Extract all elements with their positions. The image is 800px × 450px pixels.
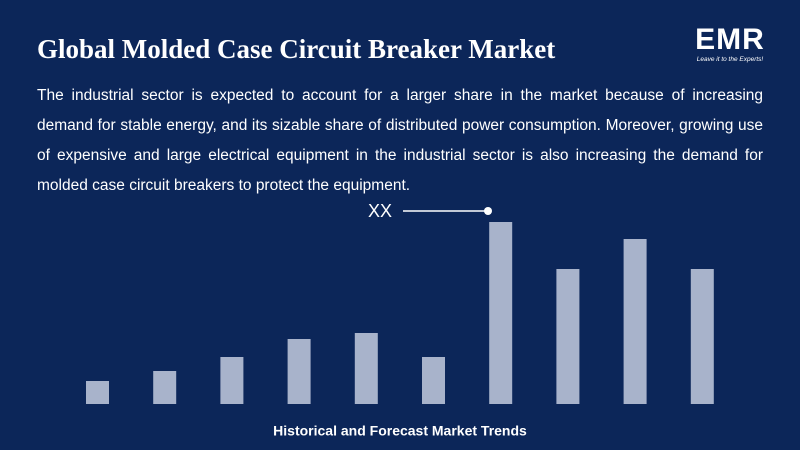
bar: [153, 371, 177, 404]
bar: [690, 269, 714, 404]
logo-text: EMR: [695, 23, 765, 56]
bar: [556, 269, 580, 404]
bar: [422, 357, 445, 404]
bar: [86, 381, 109, 404]
bar: [354, 333, 378, 404]
title: Global Molded Case Circuit Breaker Marke…: [37, 34, 556, 64]
bar: [287, 339, 311, 404]
bar: [220, 357, 244, 404]
description: The industrial sector is expected to acc…: [37, 87, 763, 194]
x-axis-label: Historical and Forecast Market Trends: [273, 423, 527, 439]
annotation-dot: [484, 207, 492, 215]
bar: [623, 239, 647, 404]
bar: [489, 222, 513, 404]
logo: EMR Leave it to the Experts!: [688, 24, 772, 64]
logo-tagline: Leave it to the Experts!: [696, 56, 764, 63]
annotation: XX: [368, 201, 392, 221]
